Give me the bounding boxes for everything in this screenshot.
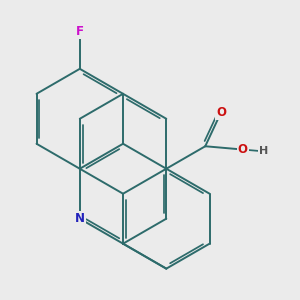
Text: O: O: [216, 106, 226, 119]
Text: H: H: [259, 146, 268, 156]
Text: O: O: [238, 143, 248, 156]
Text: N: N: [75, 212, 85, 225]
Text: F: F: [76, 25, 84, 38]
